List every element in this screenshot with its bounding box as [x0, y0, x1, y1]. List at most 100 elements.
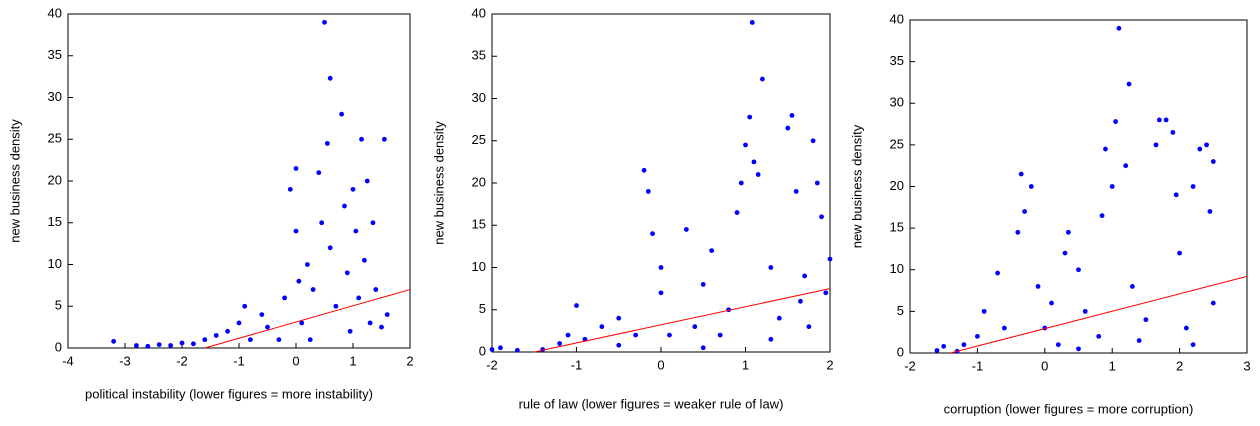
point [574, 303, 579, 308]
point [168, 343, 174, 348]
point [1055, 342, 1061, 348]
point [1183, 325, 1189, 331]
x-axis-label: political instability (lower figures = m… [85, 386, 373, 401]
x-tick-label: 2 [406, 353, 413, 368]
point [700, 345, 706, 351]
point [975, 333, 980, 339]
point [350, 186, 356, 192]
point [823, 290, 829, 296]
point [1123, 163, 1129, 169]
y-tick-label: 35 [890, 53, 904, 68]
x-tick-label: -1 [972, 358, 984, 373]
point [344, 270, 350, 276]
point [1096, 333, 1102, 339]
x-tick-label: -1 [233, 353, 245, 368]
point [1153, 142, 1159, 148]
fit-line [534, 288, 831, 353]
point [276, 337, 282, 343]
point [498, 345, 503, 351]
point [683, 227, 689, 232]
point [362, 257, 367, 263]
point [692, 324, 698, 330]
x-axis-label: corruption (lower figures = more corrupt… [944, 401, 1194, 416]
x-tick-label: 3 [1243, 358, 1250, 373]
y-tick-label: 0 [479, 343, 486, 358]
point [213, 333, 219, 338]
x-tick-label: 1 [349, 353, 356, 368]
point [111, 338, 116, 344]
point [359, 136, 364, 142]
y-tick-label: 0 [897, 344, 904, 359]
x-tick-label: 1 [1109, 358, 1116, 373]
point [768, 265, 774, 270]
point [242, 303, 248, 309]
point [650, 231, 655, 237]
y-tick-label: 10 [48, 256, 62, 271]
fit-line [204, 289, 411, 349]
point [755, 172, 761, 177]
point [1035, 284, 1041, 289]
point [1082, 308, 1088, 314]
point [743, 142, 748, 148]
y-axis-label: new business density [849, 124, 864, 248]
fit-line [950, 275, 1248, 354]
x-tick-label: 2 [826, 357, 833, 372]
point [961, 342, 967, 348]
x-tick-label: -2 [904, 358, 916, 373]
point [381, 136, 387, 142]
point [1116, 25, 1122, 31]
point [293, 166, 299, 171]
point [339, 111, 344, 117]
point [751, 159, 757, 165]
y-tick-label: 5 [479, 301, 486, 316]
point [717, 332, 723, 338]
point [738, 180, 744, 186]
point [353, 228, 359, 234]
point [179, 340, 185, 346]
point [557, 341, 562, 346]
x-tick-label: 0 [657, 357, 664, 372]
x-axis-label: rule of law (lower figures = weaker rule… [519, 396, 784, 411]
point [633, 332, 639, 338]
point [1177, 250, 1182, 256]
point [327, 245, 333, 251]
point [202, 337, 208, 343]
point [248, 337, 253, 343]
point [760, 76, 765, 82]
point [810, 138, 816, 144]
point [1099, 213, 1105, 219]
point [768, 336, 774, 342]
y-tick-label: 30 [48, 89, 62, 104]
y-tick-label: 5 [55, 298, 62, 313]
y-tick-label: 10 [890, 261, 904, 276]
point [1204, 142, 1209, 148]
point [645, 189, 651, 194]
point [1018, 171, 1024, 177]
point [616, 342, 622, 348]
point [1103, 146, 1108, 152]
y-tick-label: 20 [472, 174, 486, 189]
point [514, 347, 520, 353]
point [1001, 325, 1007, 331]
point [373, 287, 379, 292]
y-tick-label: 15 [890, 220, 904, 235]
plot-frame [491, 13, 831, 353]
point [747, 114, 753, 120]
point [299, 320, 305, 326]
point [364, 178, 370, 184]
point [370, 220, 376, 226]
point [282, 295, 287, 301]
point [356, 295, 362, 301]
point [1049, 300, 1054, 306]
point [156, 342, 162, 348]
point [236, 320, 242, 326]
point [776, 315, 782, 321]
point [191, 341, 196, 347]
point [981, 308, 987, 314]
y-tick-label: 40 [472, 5, 486, 20]
point [1190, 184, 1196, 189]
point [599, 324, 605, 330]
point [305, 262, 310, 267]
point [287, 186, 293, 192]
y-tick-label: 20 [48, 172, 62, 187]
